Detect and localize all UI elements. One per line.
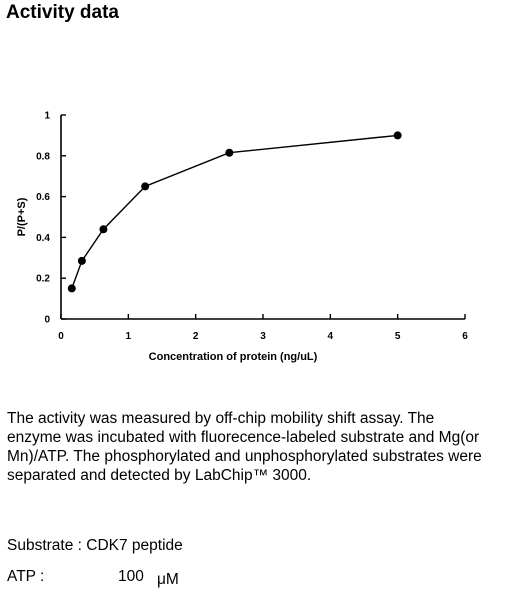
atp-label: ATP : — [7, 568, 45, 585]
atp-info: ATP : 100 μM — [7, 568, 179, 588]
page-title: Activity data — [6, 2, 119, 23]
y-tick-label: 0.2 — [36, 274, 50, 285]
description-line: Mn)/ATP. The phosphorylated and unphosph… — [7, 448, 482, 465]
data-point — [393, 131, 402, 140]
description-line: separated and detected by LabChip™ 3000. — [7, 467, 312, 484]
data-point — [99, 225, 108, 234]
description-line: The activity was measured by off-chip mo… — [7, 410, 435, 427]
atp-value: 100 — [118, 568, 144, 585]
substrate-info: Substrate : CDK7 peptide — [7, 537, 183, 554]
x-tick-label: 1 — [126, 331, 132, 342]
activity-chart: 0 0.2 0.4 0.6 0.8 1 0 1 2 3 4 5 6 Concentration of pr… — [16, 111, 468, 364]
y-tick-label: 0 — [44, 315, 50, 326]
series-line — [71, 134, 398, 289]
atp-unit: μM — [157, 571, 179, 588]
data-point — [225, 148, 234, 157]
assay-description: The activity was measured by off-chip mo… — [7, 409, 522, 485]
y-tick-label: 1 — [44, 111, 50, 122]
description-line: enzyme was incubated with fluorecence-la… — [7, 429, 480, 446]
x-tick-label: 0 — [58, 331, 64, 342]
x-axis-label: Concentration of protein (ng/uL) — [149, 351, 318, 363]
x-tick-label: 4 — [328, 331, 334, 342]
x-tick-label: 2 — [193, 331, 199, 342]
data-point — [77, 256, 86, 265]
y-axis-label: P/(P+S) — [16, 197, 28, 236]
x-tick-label: 6 — [462, 331, 468, 342]
y-tick-label: 0.4 — [36, 233, 50, 244]
y-tick-label: 0.6 — [36, 192, 50, 203]
data-point — [141, 182, 150, 191]
x-tick-label: 3 — [260, 331, 266, 342]
y-tick-label: 0.8 — [36, 151, 50, 162]
x-tick-label: 5 — [395, 331, 401, 342]
data-point — [67, 284, 76, 293]
